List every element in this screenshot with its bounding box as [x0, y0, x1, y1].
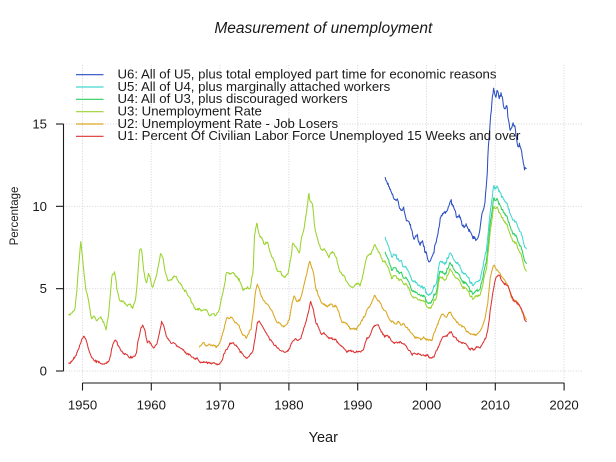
svg-text:U4: All of U3, plus discourage: U4: All of U3, plus discouraged workers [118, 91, 349, 106]
svg-text:5: 5 [40, 281, 47, 296]
svg-text:U5: All of U4, plus marginally: U5: All of U4, plus marginally attached … [118, 79, 391, 94]
svg-text:2020: 2020 [549, 398, 578, 413]
svg-text:1980: 1980 [274, 398, 303, 413]
svg-text:Percentage: Percentage [9, 187, 21, 246]
svg-text:U6: All of U5, plus total empl: U6: All of U5, plus total employed part … [118, 67, 497, 82]
svg-text:1970: 1970 [205, 398, 234, 413]
svg-text:2010: 2010 [481, 398, 510, 413]
svg-text:1960: 1960 [137, 398, 166, 413]
svg-text:Year: Year [309, 430, 338, 446]
svg-text:U2: Unemployment Rate - Job Lo: U2: Unemployment Rate - Job Losers [118, 116, 339, 131]
svg-text:1990: 1990 [343, 398, 372, 413]
svg-text:1950: 1950 [68, 398, 97, 413]
svg-text:Measurement of unemployment: Measurement of unemployment [214, 20, 433, 37]
svg-text:10: 10 [32, 199, 47, 214]
svg-text:U3: Unemployment Rate: U3: Unemployment Rate [118, 104, 262, 119]
svg-text:2000: 2000 [412, 398, 441, 413]
svg-text:U1: Percent Of Civilian Labor: U1: Percent Of Civilian Labor Force Unem… [118, 128, 522, 143]
svg-text:0: 0 [40, 364, 47, 379]
svg-text:15: 15 [32, 117, 47, 132]
